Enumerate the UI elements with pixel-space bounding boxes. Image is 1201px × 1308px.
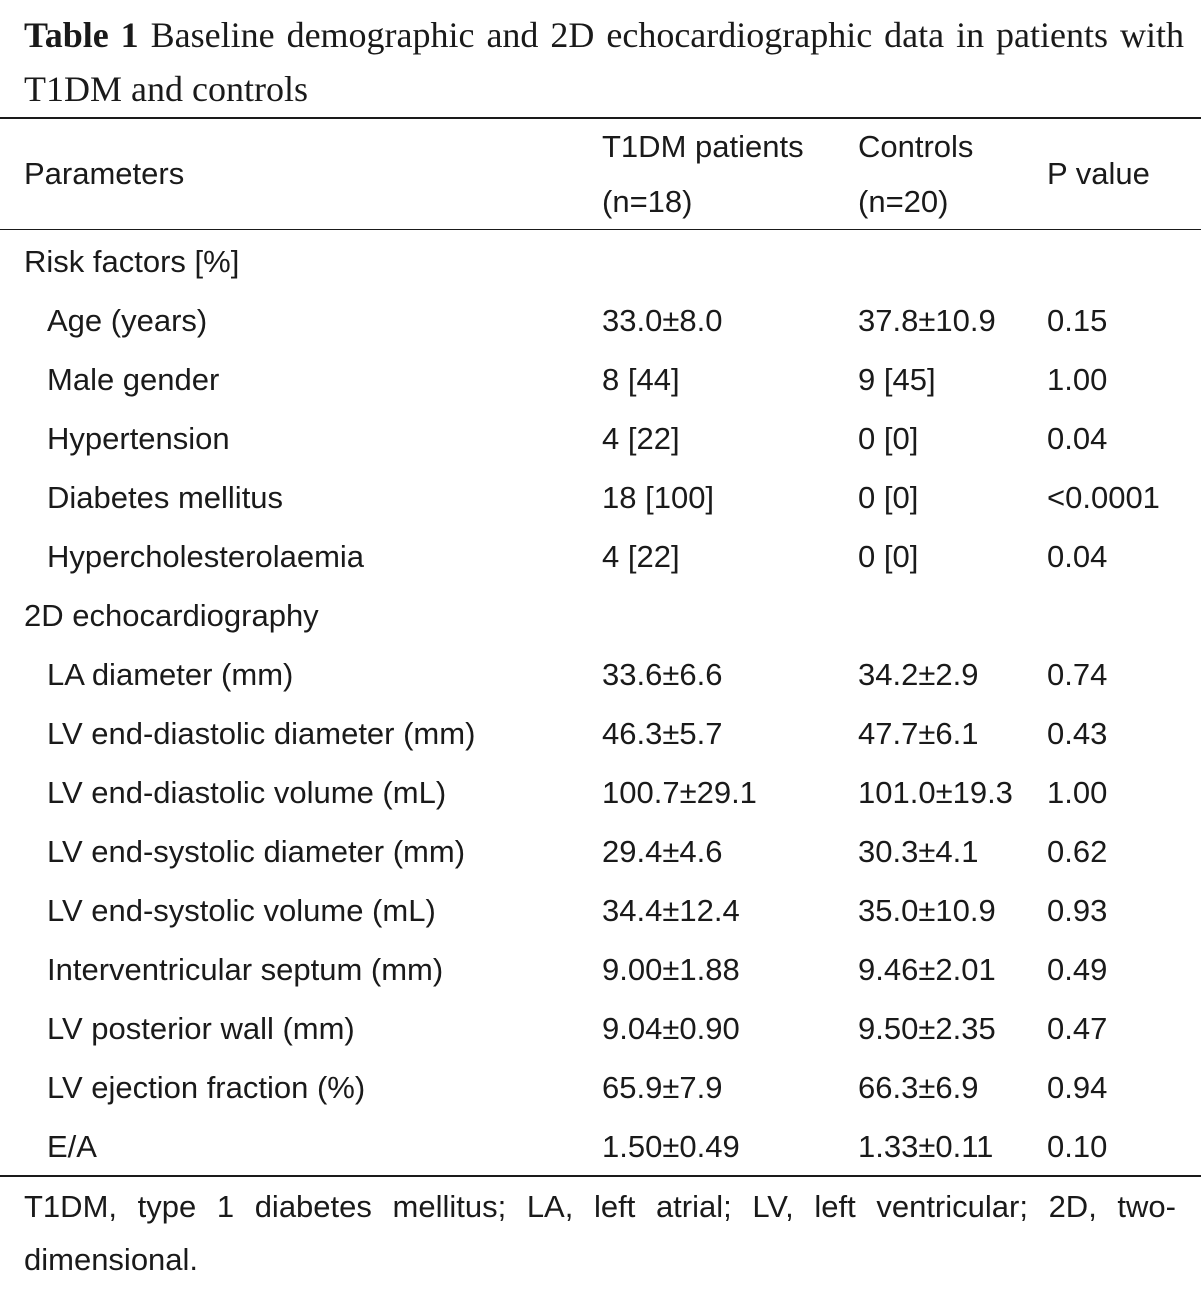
table-row: LV ejection fraction (%) 65.9±7.9 66.3±6.9… <box>0 1058 1201 1117</box>
table-caption-text: Baseline demographic and 2D echocardiogr… <box>24 15 1184 109</box>
header-t1dm-line2: (n=18) <box>602 184 693 219</box>
table-row: Age (years) 33.0±8.0 37.8±10.9 0.15 <box>0 291 1201 350</box>
parameter-cell: LV end-systolic volume (mL) <box>47 893 436 928</box>
section-row: Risk factors [%] <box>0 232 1201 291</box>
table-row: LV end-systolic diameter (mm) 29.4±4.6 30.… <box>0 822 1201 881</box>
controls-cell: 9 [45] <box>858 362 936 397</box>
table-row: LA diameter (mm) 33.6±6.6 34.2±2.9 0.74 <box>0 645 1201 704</box>
parameter-cell: E/A <box>47 1129 97 1164</box>
p-value-cell: 0.49 <box>1047 952 1108 987</box>
parameter-cell: LV ejection fraction (%) <box>47 1070 366 1105</box>
parameter-cell: LV end-diastolic diameter (mm) <box>47 716 476 751</box>
controls-cell: 1.33±0.11 <box>858 1129 994 1164</box>
t1dm-cell: 100.7±29.1 <box>602 775 757 810</box>
p-value-cell: 0.93 <box>1047 893 1108 928</box>
table-top-rule <box>0 117 1201 119</box>
controls-cell: 0 [0] <box>858 480 919 515</box>
controls-cell: 34.2±2.9 <box>858 657 979 692</box>
t1dm-cell: 46.3±5.7 <box>602 716 723 751</box>
parameter-cell: Diabetes mellitus <box>47 480 284 515</box>
t1dm-cell: 9.00±1.88 <box>602 952 740 987</box>
parameter-cell: LV end-systolic diameter (mm) <box>47 834 466 869</box>
controls-cell: 30.3±4.1 <box>858 834 979 869</box>
t1dm-cell: 18 [100] <box>602 480 715 515</box>
t1dm-cell: 4 [22] <box>602 421 680 456</box>
t1dm-cell: 4 [22] <box>602 539 680 574</box>
t1dm-cell: 33.0±8.0 <box>602 303 723 338</box>
t1dm-cell: 8 [44] <box>602 362 680 397</box>
t1dm-cell: 65.9±7.9 <box>602 1070 723 1105</box>
p-value-cell: 0.74 <box>1047 657 1108 692</box>
table-footnote: T1DM, type 1 diabetes mellitus; LA, left… <box>24 1189 1176 1277</box>
controls-cell: 66.3±6.9 <box>858 1070 979 1105</box>
controls-cell: 101.0±19.3 <box>858 775 1013 810</box>
table-caption-label: Table 1 <box>24 15 139 55</box>
p-value-cell: 1.00 <box>1047 775 1108 810</box>
controls-cell: 0 [0] <box>858 421 919 456</box>
parameter-cell: Age (years) <box>47 303 208 338</box>
parameter-cell: Interventricular septum (mm) <box>47 952 444 987</box>
table-caption: Table 1 Baseline demographic and 2D echo… <box>24 8 1184 116</box>
table-header-rule <box>0 229 1201 230</box>
controls-cell: 9.46±2.01 <box>858 952 996 987</box>
header-parameters: Parameters <box>24 156 185 191</box>
p-value-cell: <0.0001 <box>1047 480 1160 515</box>
table-row: Hypertension 4 [22] 0 [0] 0.04 <box>0 409 1201 468</box>
p-value-cell: 0.04 <box>1047 421 1108 456</box>
table-row: E/A 1.50±0.49 1.33±0.11 0.10 <box>0 1117 1201 1176</box>
table-row: LV end-diastolic diameter (mm) 46.3±5.7 47… <box>0 704 1201 763</box>
p-value-cell: 0.47 <box>1047 1011 1108 1046</box>
p-value-cell: 0.04 <box>1047 539 1108 574</box>
table-row: Diabetes mellitus 18 [100] 0 [0] <0.0001 <box>0 468 1201 527</box>
t1dm-cell: 33.6±6.6 <box>602 657 723 692</box>
table-row: LV posterior wall (mm) 9.04±0.90 9.50±2.35… <box>0 999 1201 1058</box>
controls-cell: 47.7±6.1 <box>858 716 979 751</box>
section-label: Risk factors [%] <box>24 244 240 279</box>
controls-cell: 37.8±10.9 <box>858 303 996 338</box>
controls-cell: 35.0±10.9 <box>858 893 996 928</box>
controls-cell: 0 [0] <box>858 539 919 574</box>
table-bottom-rule <box>0 1175 1201 1177</box>
table-row: LV end-systolic volume (mL) 34.4±12.4 35.0… <box>0 881 1201 940</box>
header-t1dm-line1: T1DM patients <box>602 129 804 164</box>
p-value-cell: 1.00 <box>1047 362 1108 397</box>
t1dm-cell: 9.04±0.90 <box>602 1011 740 1046</box>
header-controls-line1: Controls <box>858 129 974 164</box>
p-value-cell: 0.94 <box>1047 1070 1108 1105</box>
parameter-cell: Male gender <box>47 362 220 397</box>
section-row: 2D echocardiography <box>0 586 1201 645</box>
table-row: LV end-diastolic volume (mL) 100.7±29.1 10… <box>0 763 1201 822</box>
p-value-cell: 0.15 <box>1047 303 1108 338</box>
section-label: 2D echocardiography <box>24 598 319 633</box>
parameter-cell: LA diameter (mm) <box>47 657 294 692</box>
parameter-cell: LV posterior wall (mm) <box>47 1011 355 1046</box>
parameter-cell: LV end-diastolic volume (mL) <box>47 775 447 810</box>
t1dm-cell: 29.4±4.6 <box>602 834 723 869</box>
table-row: Interventricular septum (mm) 9.00±1.88 9.4… <box>0 940 1201 999</box>
p-value-cell: 0.62 <box>1047 834 1108 869</box>
t1dm-cell: 1.50±0.49 <box>602 1129 740 1164</box>
p-value-cell: 0.43 <box>1047 716 1108 751</box>
parameter-cell: Hypertension <box>47 421 230 456</box>
parameter-cell: Hypercholesterolaemia <box>47 539 365 574</box>
t1dm-cell: 34.4±12.4 <box>602 893 740 928</box>
p-value-cell: 0.10 <box>1047 1129 1108 1164</box>
header-controls-line2: (n=20) <box>858 184 949 219</box>
header-p-value: P value <box>1047 156 1150 191</box>
controls-cell: 9.50±2.35 <box>858 1011 996 1046</box>
table-row: Hypercholesterolaemia 4 [22] 0 [0] 0.04 <box>0 527 1201 586</box>
table-row: Male gender 8 [44] 9 [45] 1.00 <box>0 350 1201 409</box>
